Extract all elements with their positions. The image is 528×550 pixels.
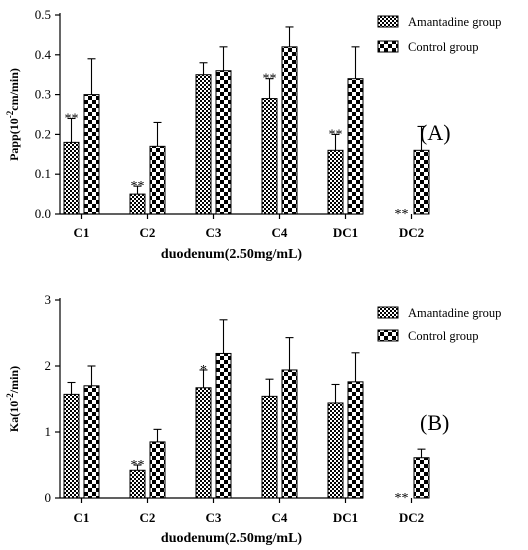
bar-control <box>215 352 232 499</box>
bar-amantadine <box>327 402 344 499</box>
category-label: C3 <box>206 510 222 525</box>
panel-label: (A) <box>420 120 451 145</box>
category-label: C1 <box>74 225 90 240</box>
category-label: C3 <box>206 225 222 240</box>
y-tick-label: 0 <box>45 490 52 505</box>
bar-control <box>83 385 100 499</box>
y-tick-label: 2 <box>45 358 52 373</box>
bar-control <box>149 441 166 499</box>
legend-label: Amantadine group <box>408 306 501 320</box>
y-axis-title-sup: -2 <box>5 110 15 118</box>
bar-amantadine <box>261 395 278 499</box>
y-axis-title-suffix: /min) <box>7 366 21 394</box>
bar-amantadine <box>261 98 278 215</box>
legend-label: Amantadine group <box>408 15 501 29</box>
chart-panel-a: 0.0 0.1 0.2 0.3 0.4 0.5 Papp(10-2cm/min) C1 ** C2… <box>5 7 501 262</box>
y-axis-title-sup: -2 <box>5 393 15 401</box>
bar-control <box>347 78 364 215</box>
y-axis-title-suffix: cm/min) <box>7 68 21 111</box>
legend-swatch-control <box>377 40 399 53</box>
bar-amantadine <box>63 141 80 215</box>
category-label: DC2 <box>399 225 424 240</box>
legend-swatch-control <box>377 329 399 342</box>
y-axis-title: Papp(10-2cm/min) <box>5 68 21 161</box>
x-axis-title: duodenum(2.50mg/mL) <box>161 531 303 546</box>
bar-control <box>347 381 364 499</box>
category-label: C2 <box>140 510 156 525</box>
category-label: C4 <box>272 225 288 240</box>
significance-marker: ** <box>395 207 409 222</box>
category-label: C1 <box>74 510 90 525</box>
significance-marker: ** <box>263 72 277 87</box>
bar-amantadine <box>129 469 146 499</box>
y-tick-label: 0.1 <box>35 166 51 181</box>
x-axis-title: duodenum(2.50mg/mL) <box>161 247 303 262</box>
category-label: DC1 <box>333 510 358 525</box>
bar-amantadine <box>63 393 80 499</box>
y-tick-label: 1 <box>45 424 52 439</box>
y-tick-label: 3 <box>45 292 52 307</box>
y-tick-label: 0.0 <box>35 206 51 221</box>
significance-marker: * <box>200 363 207 378</box>
bar-amantadine <box>195 387 212 499</box>
y-axis-title: Ka(10-2/min) <box>5 366 21 432</box>
bar-control <box>413 457 430 499</box>
legend-label: Control group <box>408 40 478 54</box>
legend-label: Control group <box>408 329 478 343</box>
legend-swatch-amantadine <box>377 15 399 28</box>
bar-control <box>149 145 166 215</box>
y-tick-label: 0.5 <box>35 7 51 22</box>
category-label: C2 <box>140 225 156 240</box>
category-label: C4 <box>272 510 288 525</box>
bar-amantadine <box>327 149 344 215</box>
significance-marker: ** <box>329 127 343 142</box>
bar-control <box>281 46 298 215</box>
significance-marker: ** <box>395 491 409 506</box>
y-tick-label: 0.4 <box>35 47 52 62</box>
category-label: DC2 <box>399 510 424 525</box>
y-axis-title-prefix: Ka(10 <box>7 401 21 432</box>
bar-control <box>215 70 232 215</box>
legend-swatch-amantadine <box>377 306 399 319</box>
bar-control <box>281 369 298 499</box>
y-axis-title-prefix: Papp(10 <box>7 118 21 161</box>
bar-control <box>413 149 430 215</box>
significance-marker: ** <box>65 111 79 126</box>
bar-amantadine <box>129 193 146 215</box>
y-tick-label: 0.3 <box>35 87 51 102</box>
y-tick-label: 0.2 <box>35 126 51 141</box>
bar-control <box>83 94 100 215</box>
significance-marker: ** <box>131 179 145 194</box>
bar-amantadine <box>195 74 212 215</box>
significance-marker: ** <box>131 458 145 473</box>
panel-label: (B) <box>420 410 449 435</box>
chart-panel-b: 0 1 2 3 Ka(10-2/min) C1 C2 ** C3 * C4 DC1 DC2 ** duode… <box>5 292 501 546</box>
category-label: DC1 <box>333 225 358 240</box>
